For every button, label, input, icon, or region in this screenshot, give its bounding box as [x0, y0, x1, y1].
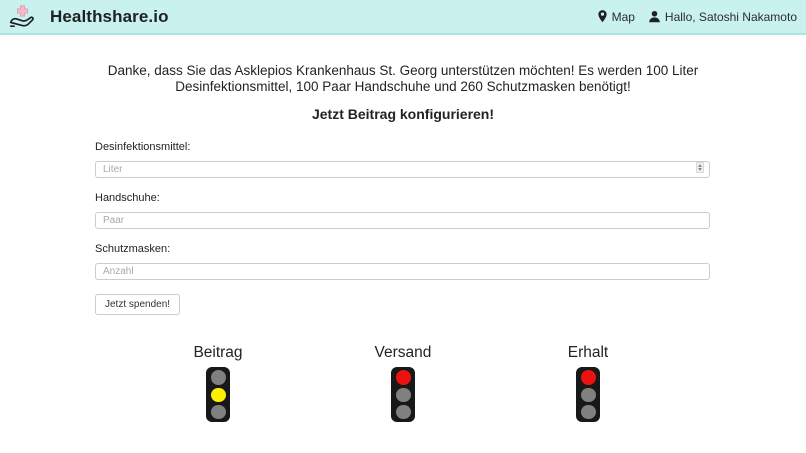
donate-button[interactable]: Jetzt spenden! — [95, 294, 181, 316]
status-erhalt-label: Erhalt — [567, 344, 609, 362]
app-header: Healthshare.io Map Hallo, Satoshi Nakamo… — [0, 0, 806, 35]
handschuhe-input[interactable] — [95, 212, 710, 230]
traffic-light-green-bulb — [395, 404, 411, 420]
status-beitrag-label: Beitrag — [193, 344, 243, 362]
traffic-light-yellow-bulb — [395, 387, 411, 403]
beitrag-traffic-light — [206, 367, 230, 423]
traffic-light-yellow-bulb — [210, 387, 226, 403]
status-row: Beitrag Versand Erhalt — [0, 344, 806, 423]
spinner-down-arrow — [698, 168, 702, 172]
input-wrap — [95, 210, 710, 230]
user-icon — [648, 10, 661, 23]
donation-form: Desinfektionsmittel: Handschuhe: Schutzm… — [95, 141, 710, 316]
traffic-light-red-bulb — [210, 370, 226, 386]
spinner-up-arrow — [698, 164, 702, 168]
field-group-desinfektionsmittel: Desinfektionsmittel: — [95, 141, 710, 179]
field-group-handschuhe: Handschuhe: — [95, 192, 710, 230]
field-group-schutzmasken: Schutzmasken: — [95, 243, 710, 281]
desinfektionsmittel-input[interactable] — [95, 161, 710, 179]
traffic-light-yellow-bulb — [580, 387, 596, 403]
traffic-light-green-bulb — [210, 404, 226, 420]
traffic-light-green-bulb — [580, 404, 596, 420]
traffic-light-red-bulb — [395, 370, 411, 386]
status-beitrag: Beitrag — [126, 344, 311, 423]
traffic-light-red-bulb — [580, 370, 596, 386]
map-pin-icon — [597, 9, 608, 24]
intro-heading: Jetzt Beitrag konfigurieren! — [311, 106, 495, 123]
hand-holding-cross-logo-icon — [9, 3, 36, 30]
intro-message: Danke, dass Sie das Asklepios Krankenhau… — [107, 63, 699, 95]
desinfektionsmittel-label: Desinfektionsmittel: — [95, 141, 191, 154]
status-erhalt: Erhalt — [496, 344, 681, 423]
header-nav: Map Hallo, Satoshi Nakamoto — [597, 10, 797, 24]
schutzmasken-input[interactable] — [95, 263, 710, 281]
number-spinner-icon[interactable] — [696, 162, 704, 174]
nav-user-label: Hallo, Satoshi Nakamoto — [664, 9, 797, 24]
schutzmasken-label: Schutzmasken: — [95, 243, 171, 256]
nav-map-label: Map — [611, 9, 635, 24]
handschuhe-label: Handschuhe: — [95, 192, 160, 205]
versand-traffic-light — [391, 367, 415, 423]
status-versand-label: Versand — [374, 344, 432, 362]
brand[interactable]: Healthshare.io — [9, 3, 169, 30]
input-wrap — [95, 261, 710, 281]
nav-user-link[interactable]: Hallo, Satoshi Nakamoto — [648, 10, 797, 24]
app-title: Healthshare.io — [50, 6, 169, 26]
status-versand: Versand — [311, 344, 496, 423]
nav-map-link[interactable]: Map — [597, 10, 635, 24]
erhalt-traffic-light — [576, 367, 600, 423]
input-wrap — [95, 159, 710, 179]
